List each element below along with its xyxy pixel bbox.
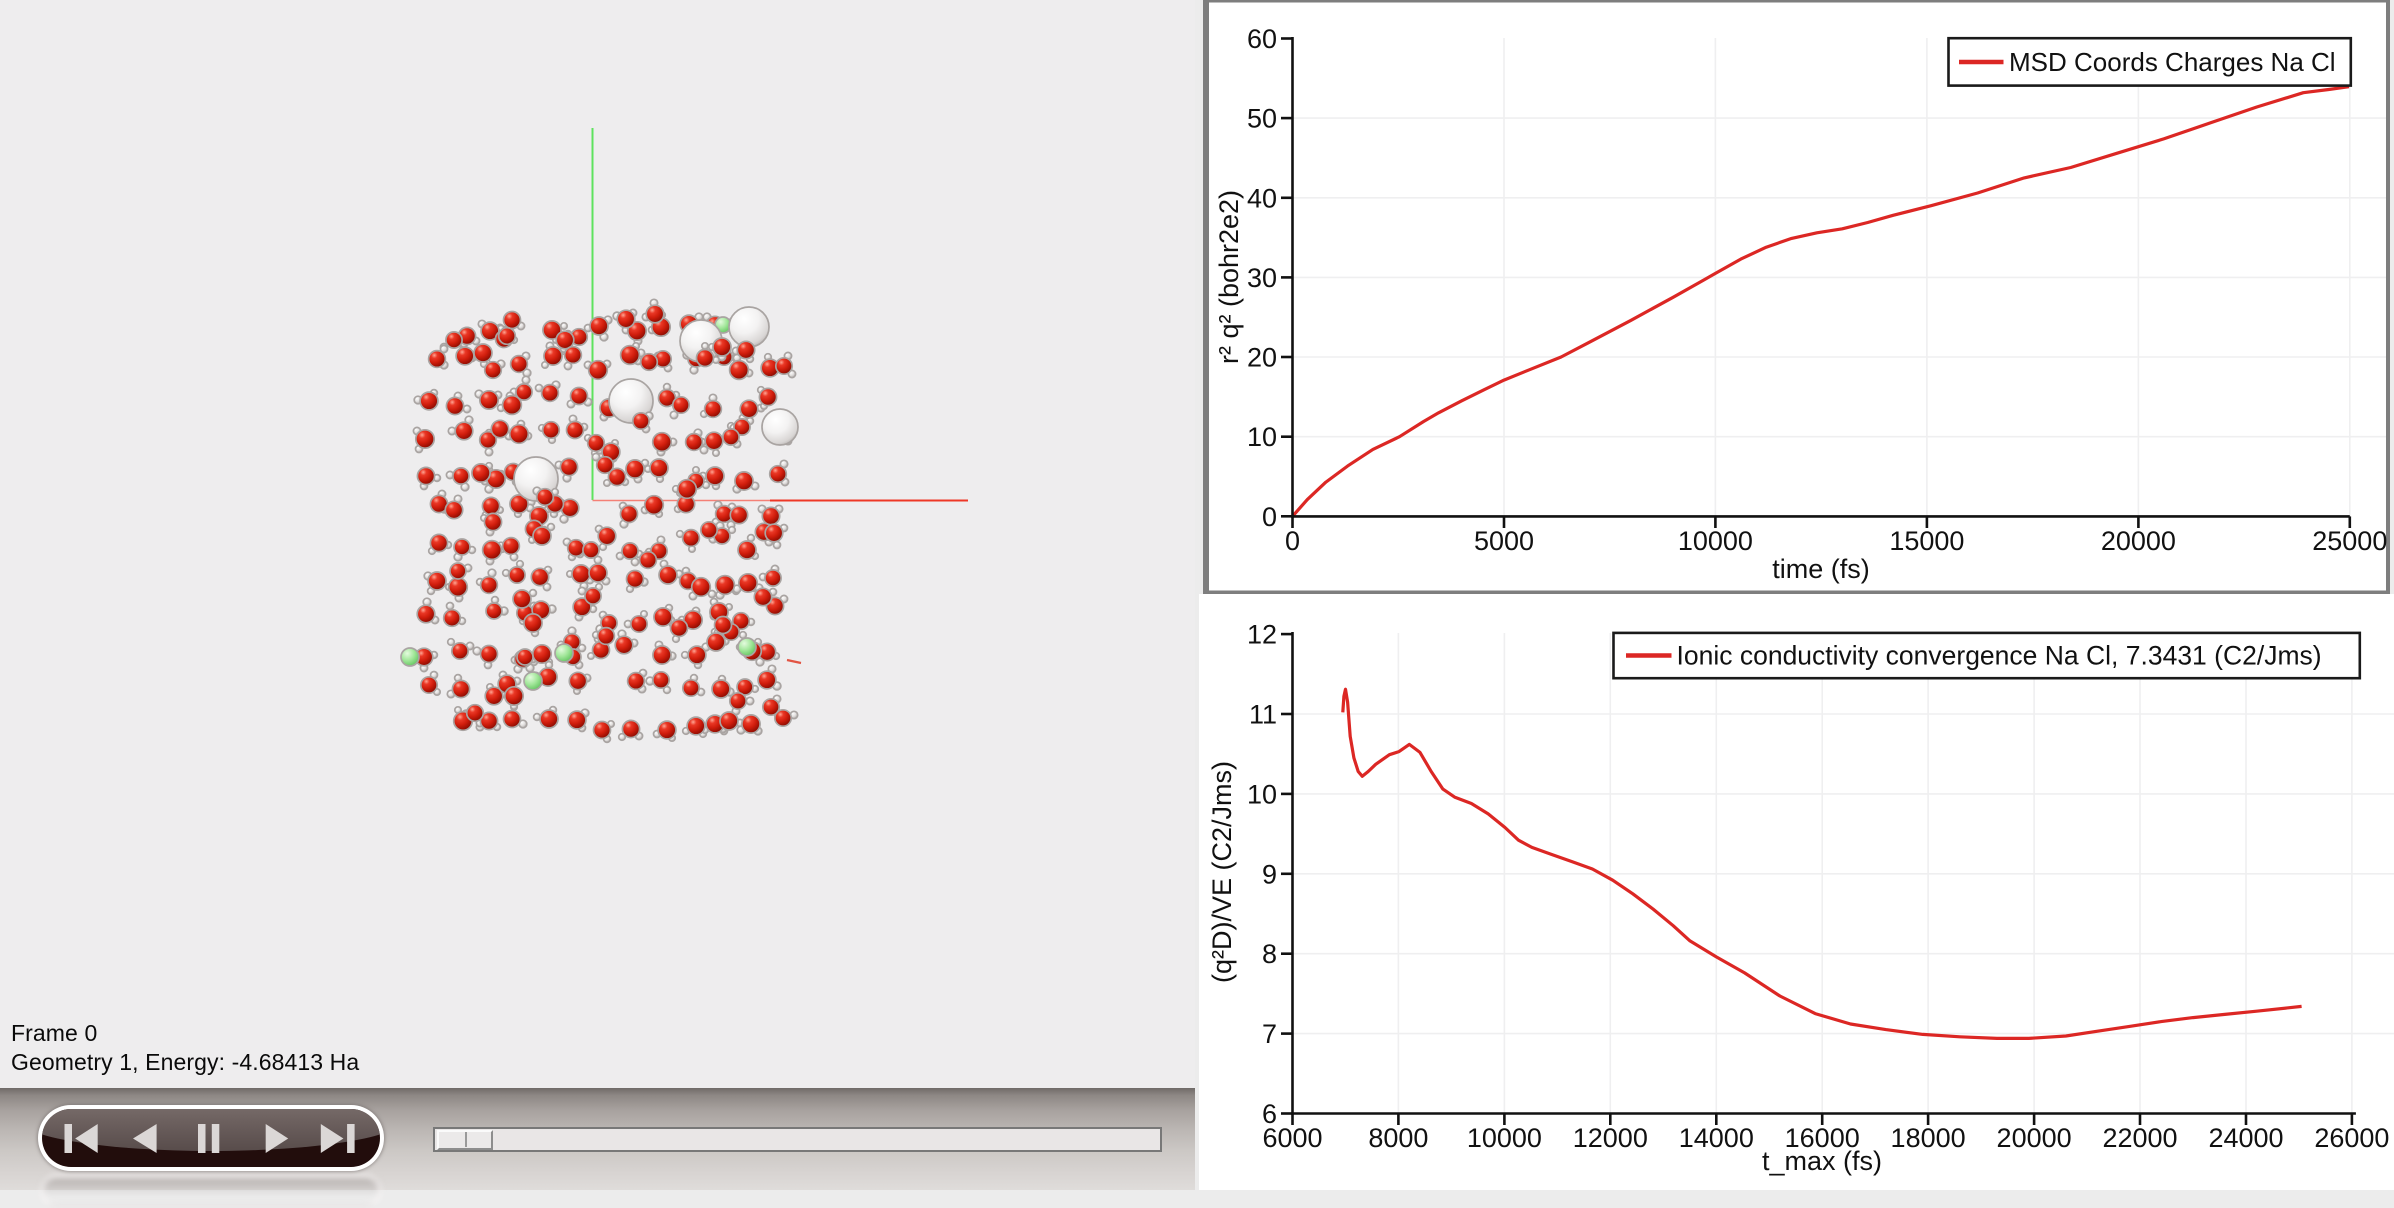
svg-text:12000: 12000 [1573, 1123, 1648, 1153]
svg-text:60: 60 [1247, 24, 1277, 54]
svg-text:5000: 5000 [1474, 526, 1534, 556]
svg-text:10: 10 [1247, 779, 1277, 809]
svg-text:0: 0 [1285, 526, 1300, 556]
svg-text:8000: 8000 [1368, 1123, 1428, 1153]
svg-text:10: 10 [1247, 422, 1277, 452]
svg-text:26000: 26000 [2314, 1123, 2389, 1153]
svg-text:r² q² (bohr2e2): r² q² (bohr2e2) [1214, 190, 1244, 364]
svg-text:8: 8 [1262, 939, 1277, 969]
svg-text:30: 30 [1247, 263, 1277, 293]
svg-text:24000: 24000 [2208, 1123, 2283, 1153]
svg-text:MSD Coords Charges Na Cl: MSD Coords Charges Na Cl [2009, 47, 2336, 77]
svg-text:10000: 10000 [1467, 1123, 1542, 1153]
svg-text:20: 20 [1247, 343, 1277, 373]
svg-text:20000: 20000 [1997, 1123, 2072, 1153]
svg-text:18000: 18000 [1891, 1123, 1966, 1153]
svg-text:16000: 16000 [1785, 1123, 1860, 1153]
svg-text:22000: 22000 [2102, 1123, 2177, 1153]
svg-text:14000: 14000 [1679, 1123, 1754, 1153]
svg-text:20000: 20000 [2101, 526, 2176, 556]
svg-text:12: 12 [1247, 620, 1277, 650]
svg-text:40: 40 [1247, 183, 1277, 213]
svg-text:7: 7 [1262, 1019, 1277, 1049]
svg-text:9: 9 [1262, 859, 1277, 889]
svg-text:10000: 10000 [1678, 526, 1753, 556]
svg-text:t_max (fs): t_max (fs) [1762, 1146, 1882, 1176]
svg-text:50: 50 [1247, 104, 1277, 134]
svg-text:0: 0 [1262, 502, 1277, 532]
svg-text:25000: 25000 [2312, 526, 2387, 556]
svg-text:(q²D)/VE (C2/Jms): (q²D)/VE (C2/Jms) [1207, 761, 1237, 983]
svg-text:11: 11 [1249, 700, 1277, 730]
svg-text:Ionic conductivity convergence: Ionic conductivity convergence Na Cl, 7.… [1677, 641, 2322, 671]
svg-text:15000: 15000 [1889, 526, 1964, 556]
svg-text:6: 6 [1262, 1099, 1277, 1129]
svg-text:time (fs): time (fs) [1772, 554, 1870, 584]
svg-text:6000: 6000 [1262, 1123, 1322, 1153]
